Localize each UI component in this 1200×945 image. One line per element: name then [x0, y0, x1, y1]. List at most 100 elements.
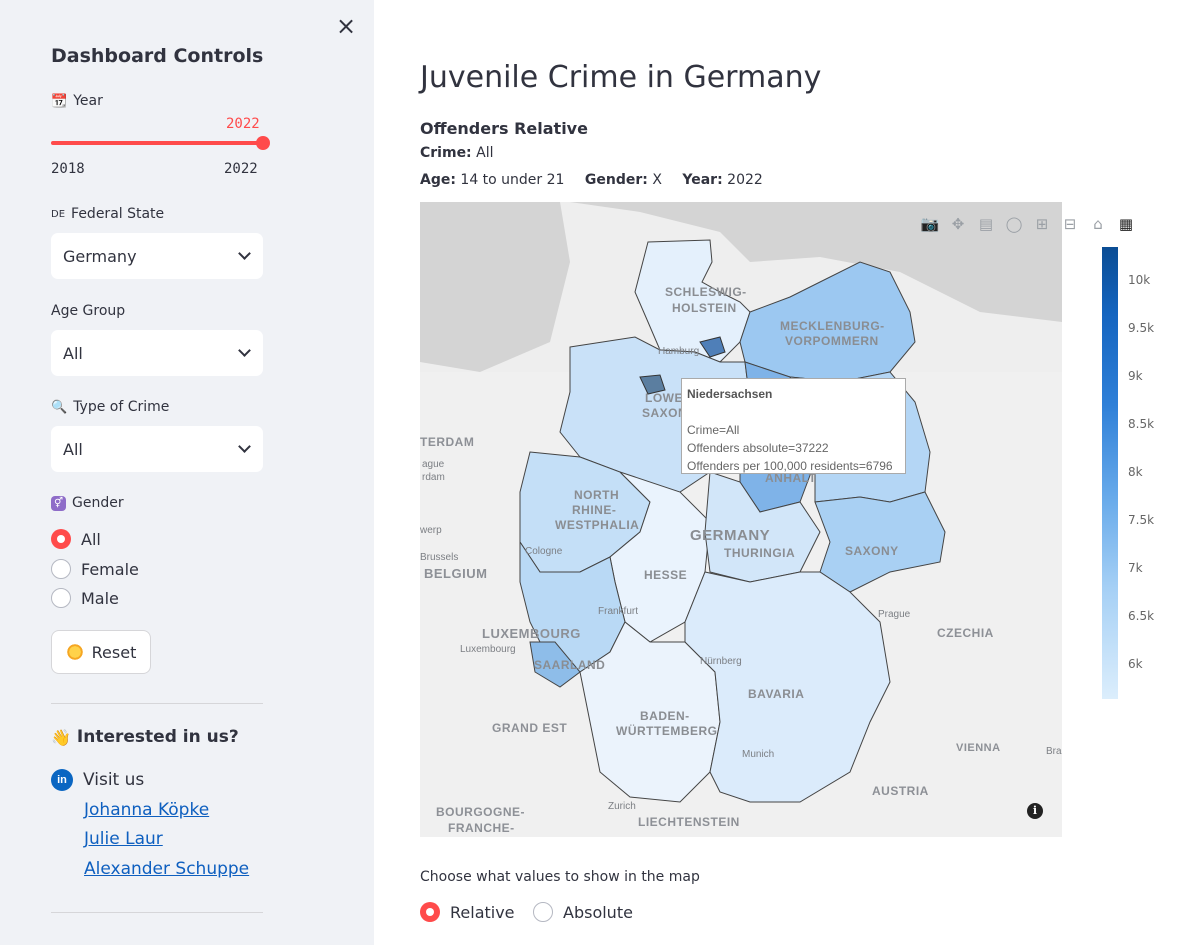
- page-title: Juvenile Crime in Germany: [420, 60, 822, 95]
- divider: [51, 703, 263, 704]
- sea-area-north: [420, 202, 570, 372]
- radio-icon[interactable]: [533, 902, 553, 922]
- colorbar-tick: 6.5k: [1128, 609, 1155, 623]
- state-hamburg[interactable]: [699, 336, 726, 358]
- tooltip-line: Offenders per 100,000 residents=6796: [687, 459, 893, 473]
- city-label: Frankfurt: [598, 606, 638, 617]
- tooltip-line: Crime=All: [687, 423, 740, 437]
- colorbar: [1102, 247, 1118, 699]
- link-julie[interactable]: Julie Laur: [84, 829, 163, 849]
- state-bremen[interactable]: [639, 374, 666, 395]
- close-sidebar-button[interactable]: ×: [335, 12, 357, 40]
- city-label: rdam: [422, 472, 445, 483]
- link-johanna[interactable]: Johanna Köpke: [84, 800, 210, 820]
- year-value: 2022: [727, 172, 763, 188]
- map-svg[interactable]: SCHLESWIG- HOLSTEIN MECKLENBURG- VORPOMM…: [420, 202, 1062, 837]
- gender-option-all[interactable]: All: [51, 529, 101, 549]
- colorbar-tick: 8.5k: [1128, 417, 1155, 431]
- map-label: BOURGOGNE-: [436, 805, 525, 819]
- choropleth-map[interactable]: SCHLESWIG- HOLSTEIN MECKLENBURG- VORPOMM…: [420, 202, 1062, 837]
- year-slider-min: 2018: [51, 161, 85, 177]
- map-label: THURINGIA: [724, 546, 795, 560]
- radio-selected-icon[interactable]: [420, 902, 440, 922]
- age-group-label: Age Group: [51, 303, 126, 319]
- sun-icon: [65, 643, 84, 661]
- federal-state-select[interactable]: Germany: [51, 233, 263, 279]
- city-label: Hamburg: [658, 346, 699, 357]
- state-sachsen[interactable]: [814, 491, 946, 593]
- divider: [51, 912, 263, 913]
- city-label: werp: [420, 525, 442, 536]
- map-label: AUSTRIA: [872, 784, 929, 798]
- map-label: TERDAM: [420, 435, 474, 449]
- camera-icon[interactable]: 📷: [920, 215, 940, 233]
- chevron-down-icon: [238, 440, 251, 453]
- map-label: HESSE: [644, 568, 687, 582]
- sidebar: × Dashboard Controls 📆 Year 2022 2018 20…: [0, 0, 374, 945]
- map-label: BELGIUM: [424, 566, 487, 581]
- sidebar-title: Dashboard Controls: [51, 45, 264, 67]
- crime-key: Crime:: [420, 145, 472, 161]
- value-option-absolute[interactable]: Absolute: [533, 902, 633, 922]
- city-label: Prague: [878, 609, 911, 620]
- gender-option-male[interactable]: Male: [51, 588, 119, 608]
- calendar-icon: 📆: [51, 93, 68, 109]
- state-bayern[interactable]: [684, 571, 891, 803]
- radio-icon[interactable]: [51, 559, 71, 579]
- colorbar-tick: 6k: [1128, 657, 1143, 671]
- box-select-icon[interactable]: ▤: [978, 215, 994, 233]
- federal-state-value: Germany: [63, 246, 137, 266]
- radio-selected-icon[interactable]: [51, 529, 71, 549]
- radio-icon[interactable]: [51, 588, 71, 608]
- plotly-logo-icon[interactable]: ▦: [1118, 215, 1134, 233]
- year-slider-track[interactable]: [51, 141, 263, 145]
- visit-label: Visit us: [83, 770, 145, 790]
- city-label: Brussels: [420, 552, 458, 563]
- map-tooltip: Niedersachsen Crime=All Offenders absolu…: [681, 378, 906, 474]
- year-slider-handle[interactable]: [256, 136, 270, 150]
- sea-area: [420, 202, 1062, 322]
- gender-option-female[interactable]: Female: [51, 559, 139, 579]
- city-label: Bra: [1046, 746, 1062, 757]
- map-label: NORTH: [574, 488, 619, 502]
- map-label: BADEN-: [640, 709, 690, 723]
- info-icon[interactable]: i: [1027, 803, 1043, 819]
- value-choice-label: Choose what values to show in the map: [420, 869, 700, 885]
- link-alexander[interactable]: Alexander Schuppe: [84, 859, 250, 879]
- zoom-in-icon[interactable]: ⊞: [1035, 215, 1049, 233]
- lasso-icon[interactable]: ◯: [1005, 215, 1023, 233]
- year-label: Year: [73, 93, 103, 109]
- value-option-label: Absolute: [563, 902, 633, 922]
- crime-type-select[interactable]: All: [51, 426, 263, 472]
- magnifier-icon: 🔍: [51, 399, 68, 415]
- map-label: SAXON: [642, 406, 687, 420]
- colorbar-tick: 7.5k: [1128, 513, 1155, 527]
- reset-button[interactable]: Reset: [51, 630, 151, 674]
- map-label: BAVARIA: [748, 687, 804, 701]
- city-label: Zurich: [608, 801, 636, 812]
- city-label: Luxembourg: [460, 644, 516, 655]
- federal-state-label: Federal State: [71, 206, 165, 222]
- colorbar-tick: 10k: [1128, 273, 1151, 287]
- map-label: SAARLAND: [534, 658, 605, 672]
- visit-row: in Visit us: [51, 769, 144, 791]
- age-group-select[interactable]: All: [51, 330, 263, 376]
- map-label: LIECHTENSTEIN: [638, 815, 740, 829]
- colorbar-tick: 7k: [1128, 561, 1143, 575]
- state-thueringen[interactable]: [704, 471, 821, 583]
- map-label: WESTPHALIA: [555, 518, 639, 532]
- map-label: CZECHIA: [937, 626, 994, 640]
- home-icon[interactable]: ⌂: [1093, 215, 1103, 233]
- pan-icon[interactable]: ✥: [951, 215, 965, 233]
- year-key: Year:: [682, 172, 723, 188]
- map-label: SCHLESWIG-: [665, 285, 747, 299]
- city-label: ague: [422, 459, 445, 470]
- map-label: FRANCHE-: [448, 821, 515, 835]
- flag-de-icon: DE: [51, 208, 66, 220]
- map-label: MECKLENBURG-: [780, 319, 885, 333]
- state-saarland[interactable]: [529, 641, 581, 688]
- filter-summary: Age: 14 to under 21 Gender: X Year: 2022: [420, 172, 763, 188]
- zoom-out-icon[interactable]: ⊟: [1063, 215, 1077, 233]
- value-option-relative[interactable]: Relative: [420, 902, 515, 922]
- crime-type-label: Type of Crime: [73, 399, 170, 415]
